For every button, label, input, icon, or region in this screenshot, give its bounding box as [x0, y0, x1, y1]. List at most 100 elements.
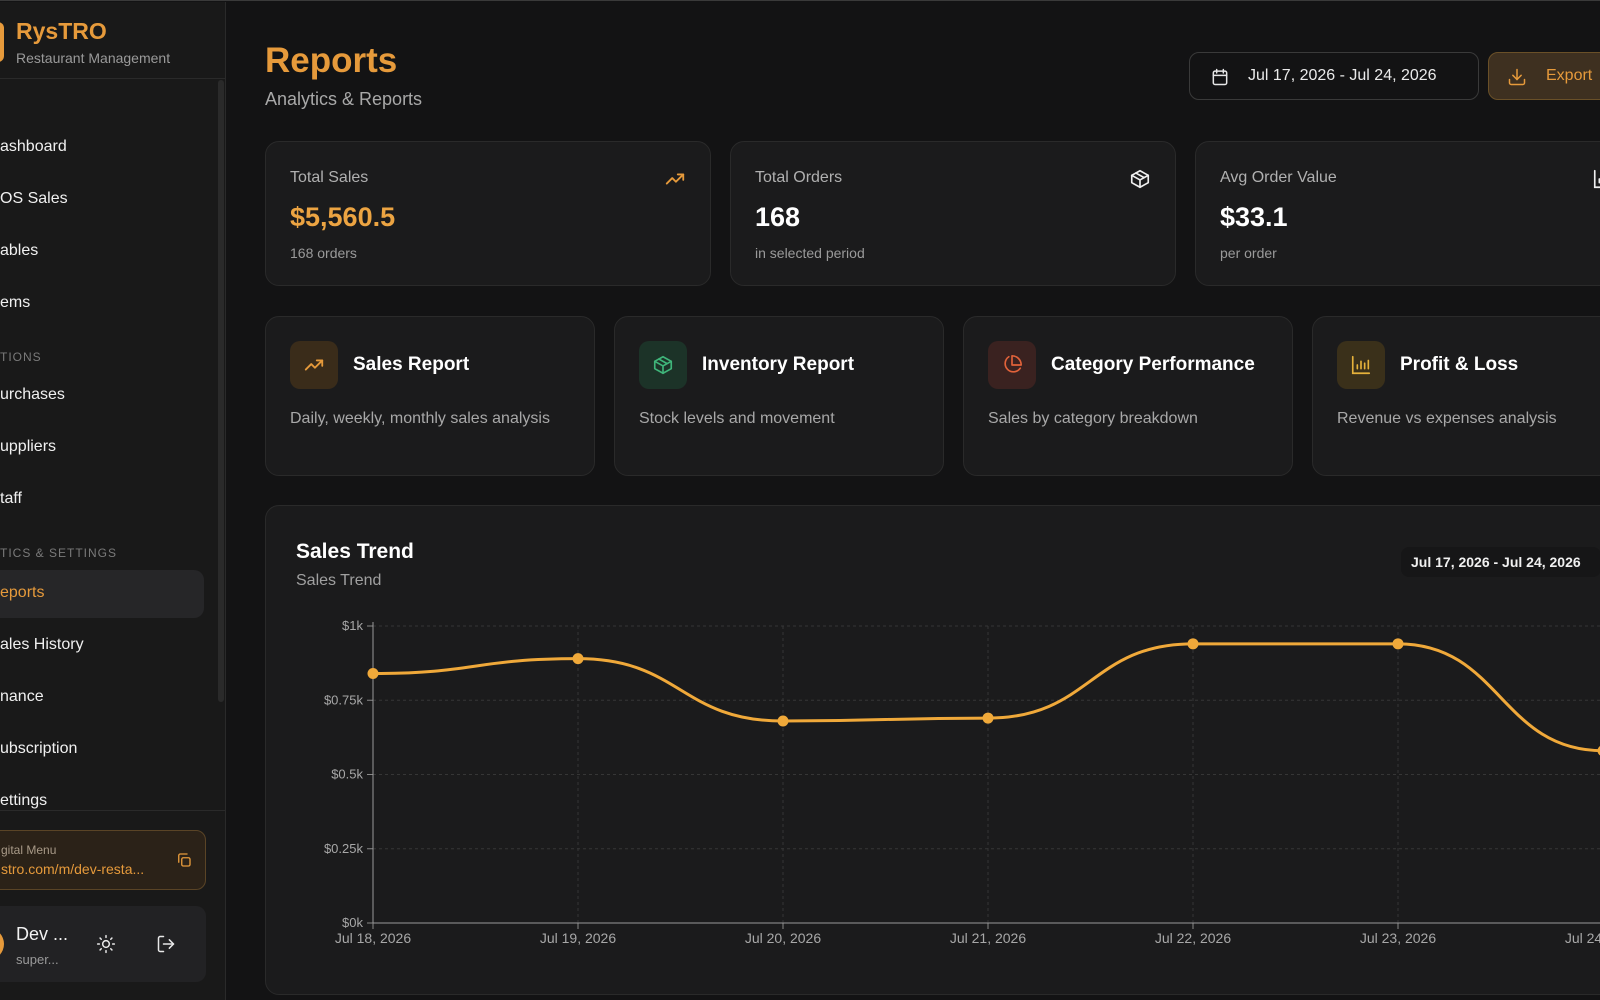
x-tick-label: Jul 18, 2026	[335, 930, 411, 946]
page-title: Reports	[265, 41, 398, 80]
y-tick-label: $0.5k	[331, 767, 363, 782]
user-name: Dev ...	[16, 924, 69, 944]
sidebar-section-analytics-settings: TICS & SETTINGS	[0, 546, 118, 560]
y-tick-label: $0k	[342, 915, 363, 930]
stat-card-avg-order-value: Avg Order Value $33.1 per order	[1195, 141, 1600, 286]
chart-date-badge-label: Jul 17, 2026 - Jul 24, 2026	[1411, 554, 1581, 570]
stat-note: per order	[1220, 245, 1277, 261]
report-title: Sales Report	[353, 354, 470, 375]
sales-trend-chart: $0k $0.25k $0.5k $0.75k $1k Jul 18, 2026 Jul 1…	[324, 618, 1600, 946]
report-icon-bg	[639, 341, 687, 389]
export-button[interactable]: Export	[1488, 52, 1600, 100]
pie-chart-icon	[1004, 355, 1022, 373]
date-range-label: Jul 17, 2026 - Jul 24, 2026	[1248, 67, 1437, 84]
stat-label: Avg Order Value	[1220, 169, 1337, 186]
stat-value: 168	[755, 202, 801, 232]
x-tick-label: Jul 23, 2026	[1360, 930, 1436, 946]
chart-date-badge: Jul 17, 2026 - Jul 24, 2026	[1401, 547, 1600, 577]
report-icon-bg	[1337, 341, 1385, 389]
stat-note: 168 orders	[290, 245, 357, 261]
report-card-profit-loss[interactable]: Profit & Loss Revenue vs expenses analys…	[1312, 316, 1600, 476]
sidebar-item-items[interactable]: ems	[0, 294, 31, 311]
sidebar-item-pos-sales[interactable]: OS Sales	[0, 190, 68, 207]
sidebar-scrollbar[interactable]	[218, 80, 224, 702]
data-point	[572, 653, 584, 665]
report-title: Inventory Report	[702, 354, 855, 375]
sidebar-item-staff[interactable]: taff	[0, 490, 22, 507]
x-tick-label: Jul 21, 2026	[950, 930, 1026, 946]
y-tick-label: $0.75k	[324, 692, 364, 707]
bar-chart-icon	[1351, 355, 1371, 375]
sidebar-item-purchases[interactable]: urchases	[0, 386, 65, 403]
sidebar-divider-bottom	[0, 810, 225, 811]
digital-menu-card[interactable]: gital Menu stro.com/m/dev-resta...	[0, 830, 206, 890]
brand-subtitle: Restaurant Management	[16, 50, 171, 66]
data-point	[777, 715, 789, 727]
report-icon-bg	[290, 341, 338, 389]
sidebar-item-finance[interactable]: nance	[0, 688, 44, 705]
user-role: super...	[16, 952, 59, 967]
stat-label: Total Sales	[290, 169, 369, 186]
digital-menu-title: gital Menu	[1, 843, 57, 857]
export-button-label: Export	[1546, 67, 1593, 84]
x-tick-label: Jul 19, 2026	[540, 930, 616, 946]
digital-menu-url[interactable]: stro.com/m/dev-resta...	[1, 861, 145, 877]
sidebar-divider	[0, 78, 225, 79]
data-point	[982, 712, 994, 724]
data-point	[1187, 638, 1199, 650]
sales-trend-line	[372, 642, 1600, 753]
date-range-picker[interactable]: Jul 17, 2026 - Jul 24, 2026	[1189, 52, 1479, 100]
report-title: Category Performance	[1051, 354, 1255, 375]
sales-trend-card: Sales Trend Sales Trend Jul 17, 2026 - J…	[265, 505, 1600, 995]
calendar-icon	[1212, 68, 1228, 86]
stat-value: $5,560.5	[290, 202, 396, 232]
brand-name: RysTRO	[16, 18, 107, 44]
bar-chart-icon	[1593, 169, 1600, 189]
report-icon-bg	[988, 341, 1036, 389]
sidebar-active-highlight	[0, 570, 204, 618]
y-tick-label: $0.25k	[324, 841, 364, 856]
data-point	[1597, 746, 1600, 756]
report-card-inventory[interactable]: Inventory Report Stock levels and moveme…	[614, 316, 944, 476]
package-icon	[653, 355, 673, 375]
stat-value: $33.1	[1220, 202, 1288, 232]
x-tick-label: Jul 20, 2026	[745, 930, 821, 946]
copy-icon[interactable]	[175, 851, 193, 869]
sidebar-item-settings[interactable]: ettings	[0, 792, 48, 809]
report-card-sales[interactable]: Sales Report Daily, weekly, monthly sale…	[265, 316, 595, 476]
download-icon	[1508, 68, 1526, 86]
data-point	[1392, 638, 1404, 650]
sidebar-item-dashboard[interactable]: ashboard	[0, 138, 67, 155]
chart-title: Sales Trend	[296, 540, 414, 563]
sidebar-item-reports[interactable]: eports	[0, 584, 45, 601]
theme-toggle-sun-icon[interactable]	[96, 934, 116, 954]
sidebar-item-subscription[interactable]: ubscription	[0, 740, 78, 757]
sidebar: RysTRO Restaurant Management ashboard OS…	[0, 2, 226, 1000]
logout-icon[interactable]	[156, 934, 176, 954]
x-tick-label: Jul 24, 2026	[1565, 930, 1600, 946]
sidebar-section-operations: TIONS	[0, 350, 42, 364]
stat-card-total-orders: Total Orders 168 in selected period	[730, 141, 1176, 286]
trending-up-icon	[665, 173, 685, 185]
report-description: Stock levels and movement	[639, 410, 835, 427]
chart-subtitle: Sales Trend	[296, 572, 382, 589]
sidebar-item-tables[interactable]: ables	[0, 242, 39, 259]
report-title: Profit & Loss	[1400, 354, 1519, 375]
data-point	[367, 668, 379, 680]
report-description: Revenue vs expenses analysis	[1337, 410, 1557, 427]
report-card-category-performance[interactable]: Category Performance Sales by category b…	[963, 316, 1293, 476]
report-description: Sales by category breakdown	[988, 410, 1198, 427]
logo-icon	[0, 22, 4, 62]
sidebar-item-sales-history[interactable]: ales History	[0, 636, 84, 653]
page-subtitle: Analytics & Reports	[265, 89, 423, 109]
user-card: Dev ... super...	[0, 906, 206, 982]
trending-up-icon	[304, 359, 324, 371]
stat-label: Total Orders	[755, 169, 843, 186]
package-icon	[1130, 169, 1150, 189]
stat-card-total-sales: Total Sales $5,560.5 168 orders	[265, 141, 711, 286]
sidebar-item-suppliers[interactable]: uppliers	[0, 438, 57, 455]
avatar[interactable]	[0, 928, 4, 960]
x-tick-label: Jul 22, 2026	[1155, 930, 1231, 946]
report-description: Daily, weekly, monthly sales analysis	[290, 410, 550, 427]
